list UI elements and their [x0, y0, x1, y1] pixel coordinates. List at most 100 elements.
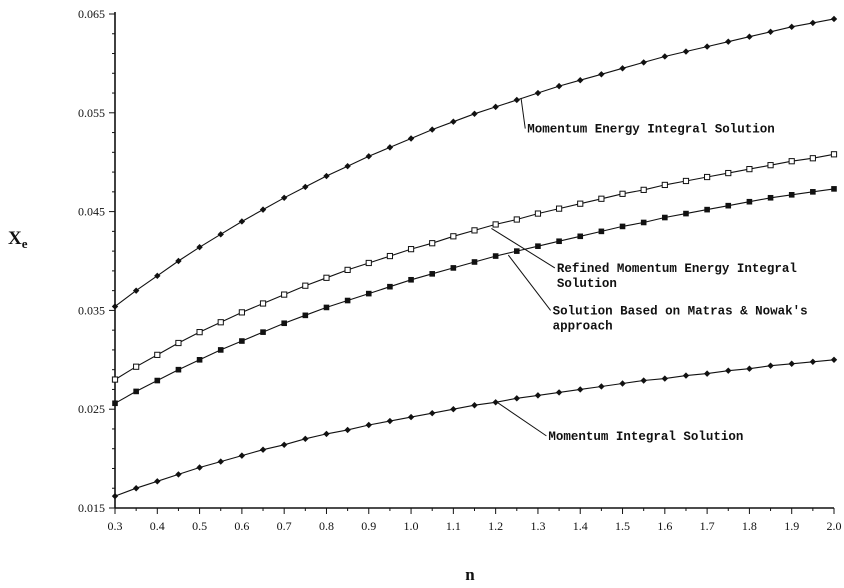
data-point — [302, 183, 309, 191]
data-point — [365, 290, 372, 297]
series-4-line — [114, 359, 835, 497]
data-point — [429, 126, 436, 133]
data-point — [429, 240, 436, 247]
data-point — [408, 276, 414, 283]
data-point — [132, 485, 140, 492]
data-point — [238, 309, 245, 316]
data-point — [703, 370, 711, 377]
data-point — [154, 478, 161, 485]
data-point — [513, 248, 520, 254]
data-point — [704, 206, 710, 213]
data-point — [661, 375, 669, 382]
data-point — [302, 435, 309, 443]
data-point — [281, 291, 288, 298]
data-point — [407, 246, 415, 253]
annotation-label: Refined Momentum Energy Integral — [557, 262, 797, 276]
data-point — [809, 358, 817, 365]
data-point — [619, 190, 626, 197]
data-point — [450, 118, 457, 125]
data-point — [280, 194, 288, 201]
data-point — [725, 38, 732, 45]
x-tick-label: 0.8 — [319, 519, 334, 533]
data-point — [471, 402, 478, 409]
data-point — [534, 392, 542, 399]
series-3 — [112, 186, 837, 407]
y-tick-label: 0.015 — [78, 501, 105, 515]
data-point — [809, 19, 817, 27]
data-point — [217, 458, 224, 465]
data-point — [259, 206, 267, 213]
x-tick-label: 1.6 — [657, 519, 672, 533]
x-tick-label: 1.7 — [700, 519, 715, 533]
data-point — [767, 162, 774, 169]
data-point — [492, 253, 499, 259]
data-point — [259, 446, 267, 453]
data-point — [175, 366, 182, 373]
annotation-leader-line — [495, 400, 547, 437]
data-point — [513, 96, 520, 104]
data-point — [387, 283, 393, 290]
data-point — [112, 400, 118, 407]
x-tick-label: 1.4 — [573, 519, 588, 533]
series-1 — [111, 15, 838, 310]
data-point — [598, 195, 605, 202]
data-point — [386, 252, 394, 260]
data-point — [111, 492, 119, 500]
data-point — [767, 28, 774, 35]
annotation-3: Solution Based on Matras & Nowak'sapproa… — [507, 254, 808, 333]
annotation-leader-line — [491, 227, 556, 269]
data-point — [450, 406, 457, 413]
data-point — [238, 452, 246, 459]
data-point — [555, 389, 563, 396]
data-point — [682, 372, 690, 379]
data-point — [280, 441, 288, 448]
data-point — [323, 430, 330, 438]
data-point — [746, 33, 753, 40]
data-point — [407, 413, 415, 421]
data-point — [217, 347, 224, 353]
x-tick-label: 1.1 — [446, 519, 461, 533]
data-point — [788, 360, 795, 367]
data-point — [555, 82, 563, 90]
data-point — [640, 377, 647, 384]
data-point — [788, 23, 795, 31]
data-point — [344, 426, 351, 434]
x-tick-label: 1.0 — [404, 519, 419, 533]
data-point — [471, 227, 478, 234]
data-point — [577, 386, 584, 393]
data-point — [683, 210, 689, 217]
annotation-label: Momentum Integral Solution — [548, 430, 743, 444]
data-point — [577, 76, 584, 84]
data-point — [513, 395, 520, 402]
data-point — [598, 71, 605, 78]
data-point — [175, 471, 182, 478]
data-point — [471, 110, 478, 117]
data-point — [386, 417, 394, 425]
data-point — [344, 162, 351, 170]
data-point — [682, 177, 690, 185]
y-axis-label-sub: e — [22, 236, 28, 251]
y-tick-label: 0.045 — [78, 205, 105, 219]
data-point — [640, 186, 647, 193]
data-point — [365, 421, 372, 429]
data-point — [111, 303, 119, 310]
data-point — [534, 210, 542, 217]
data-point — [471, 259, 478, 265]
y-tick-label: 0.025 — [78, 402, 105, 416]
data-point — [260, 329, 266, 335]
data-point — [132, 287, 140, 294]
data-point — [788, 158, 795, 165]
data-point — [196, 464, 203, 471]
x-tick-label: 0.4 — [150, 519, 165, 533]
data-point — [344, 297, 351, 304]
data-point — [598, 383, 605, 390]
y-axis-label: Xe — [8, 228, 28, 251]
x-tick-label: 0.3 — [108, 519, 123, 533]
data-point — [386, 144, 394, 151]
data-point — [429, 409, 436, 417]
tick-marks — [109, 13, 835, 514]
data-point — [513, 216, 520, 223]
data-point — [259, 300, 267, 307]
data-point — [365, 153, 372, 160]
